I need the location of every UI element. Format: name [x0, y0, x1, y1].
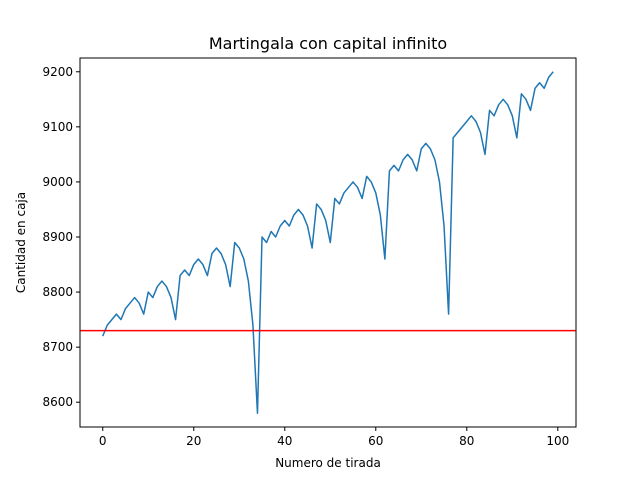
x-tick-label: 100 [546, 434, 569, 448]
y-tick-label: 8700 [42, 340, 73, 354]
y-tick-label: 8600 [42, 395, 73, 409]
x-tick-label: 20 [186, 434, 201, 448]
y-tick-label: 9000 [42, 175, 73, 189]
axes-frame [79, 57, 577, 428]
series-line [102, 71, 554, 414]
x-axis-label: Numero de tirada [275, 456, 381, 470]
x-tick-label: 40 [277, 434, 292, 448]
y-tick-label: 8800 [42, 285, 73, 299]
y-tick-label: 9200 [42, 65, 73, 79]
chart-title: Martingala con capital infinito [209, 34, 447, 53]
axis-ticks: 0 20 40 60 80 100 8600 8700 8800 8900 9000 9100 9200 [42, 65, 569, 448]
x-tick-label: 0 [99, 434, 107, 448]
x-tick-label: 80 [459, 434, 474, 448]
y-tick-label: 8900 [42, 230, 73, 244]
y-axis-label: Cantidad en caja [14, 192, 28, 293]
x-tick-label: 60 [368, 434, 383, 448]
plot-area [80, 71, 576, 414]
y-tick-label: 9100 [42, 120, 73, 134]
